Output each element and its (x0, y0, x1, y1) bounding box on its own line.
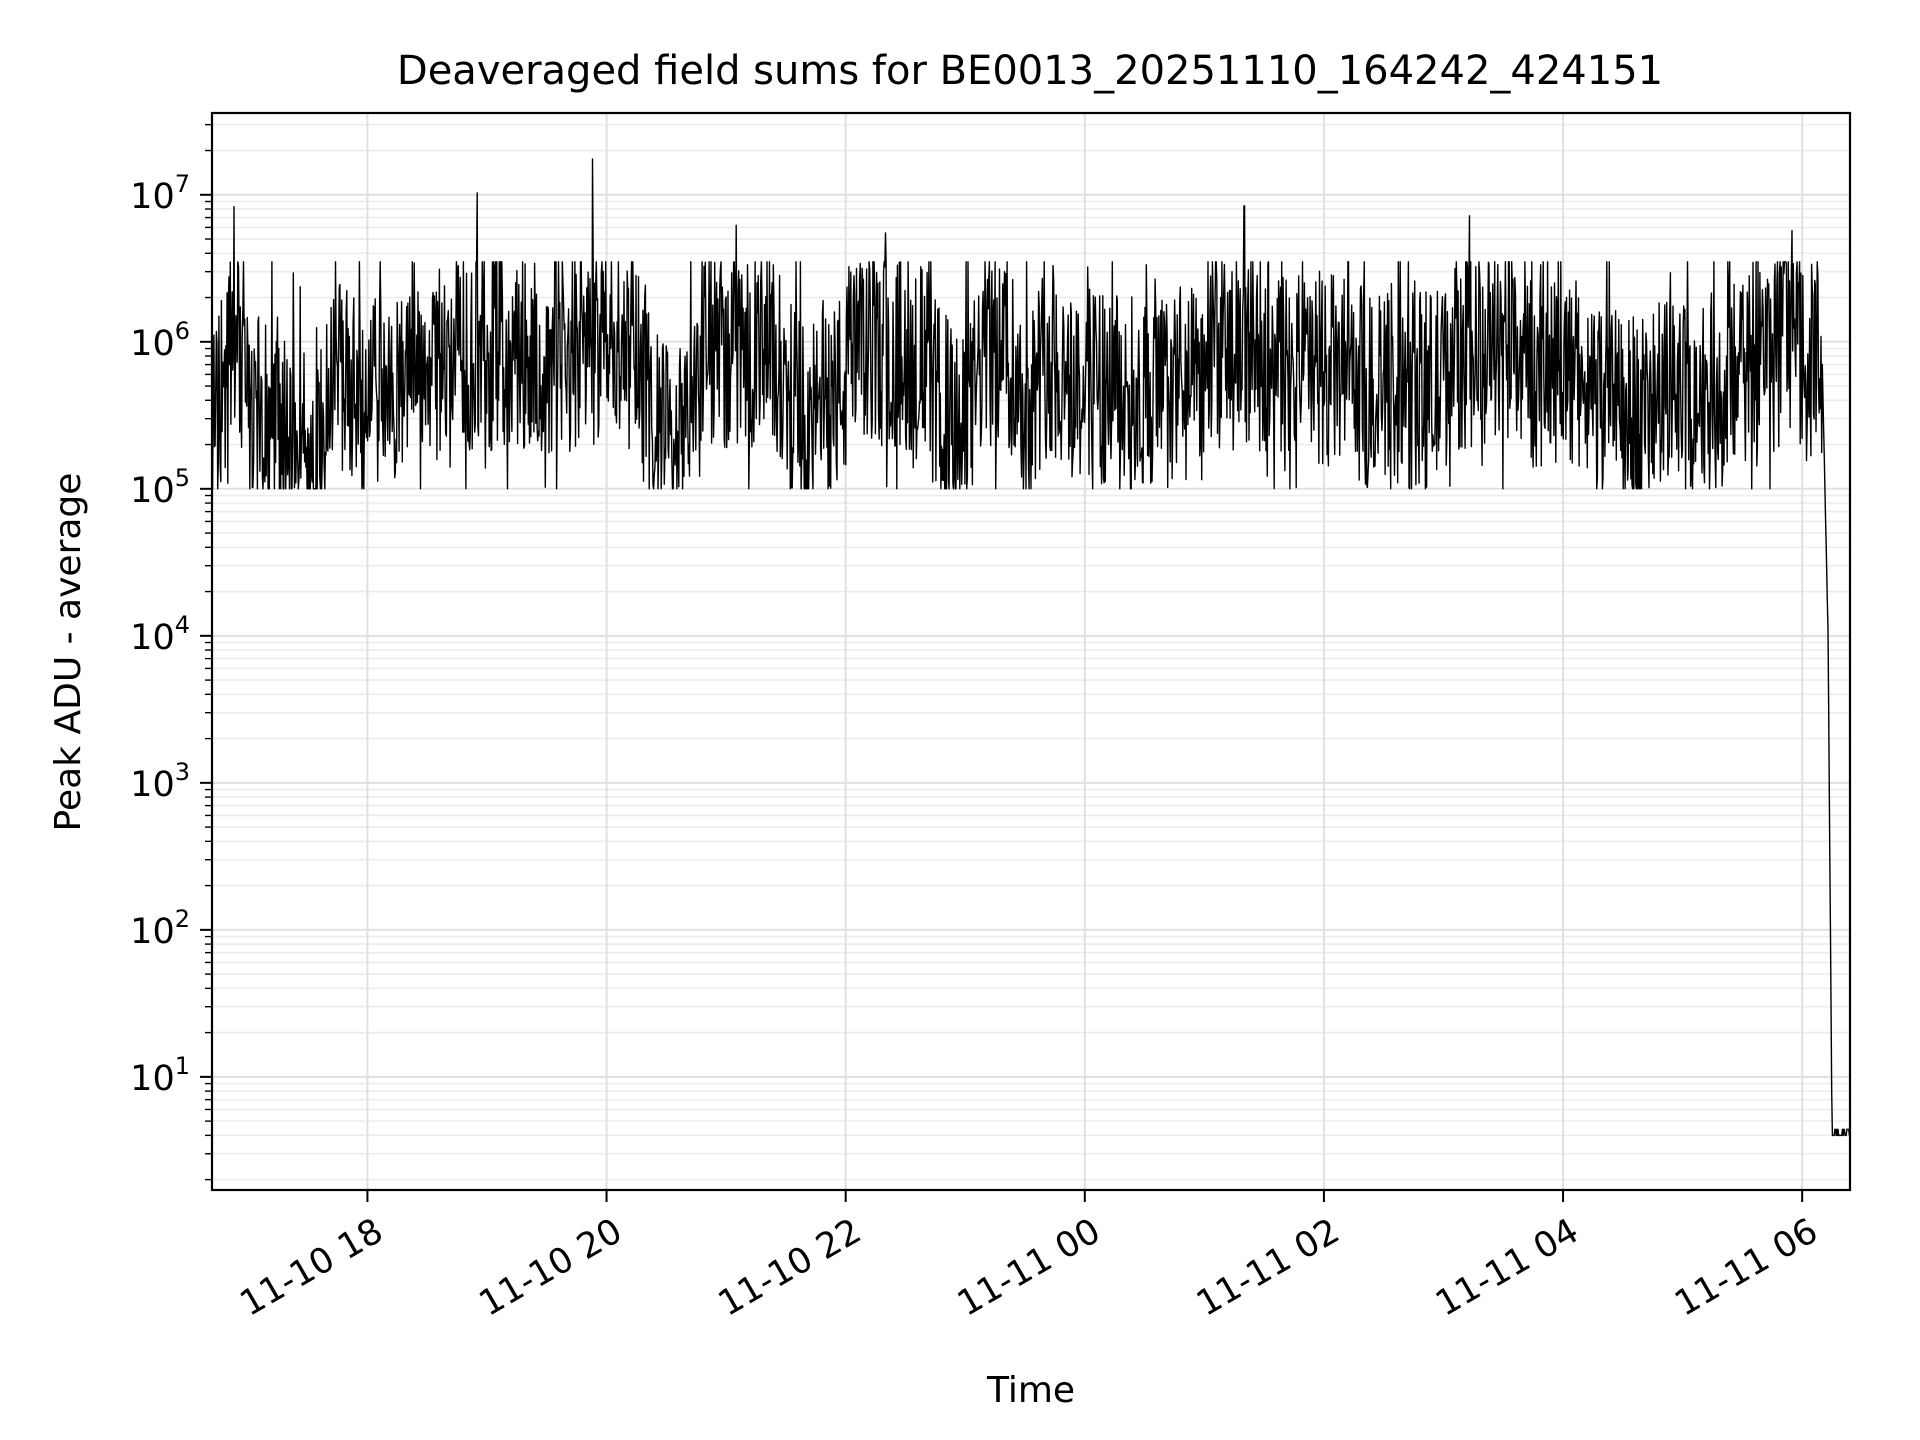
y-tick-label: 104 (130, 611, 190, 658)
y-tick-label: 106 (130, 317, 190, 364)
chart-title: Deaveraged field sums for BE0013_2025111… (397, 48, 1663, 94)
y-tick-label: 105 (130, 464, 190, 511)
series-line (211, 158, 1851, 1137)
y-tick-label: 103 (130, 758, 190, 805)
y-tick-label: 102 (130, 905, 190, 952)
y-axis-label: Peak ADU - average (48, 473, 89, 832)
x-axis-label: Time (986, 1370, 1075, 1411)
plot-frame (210, 111, 1852, 1192)
y-tick-label: 107 (130, 170, 190, 217)
y-tick-label: 101 (130, 1052, 190, 1099)
